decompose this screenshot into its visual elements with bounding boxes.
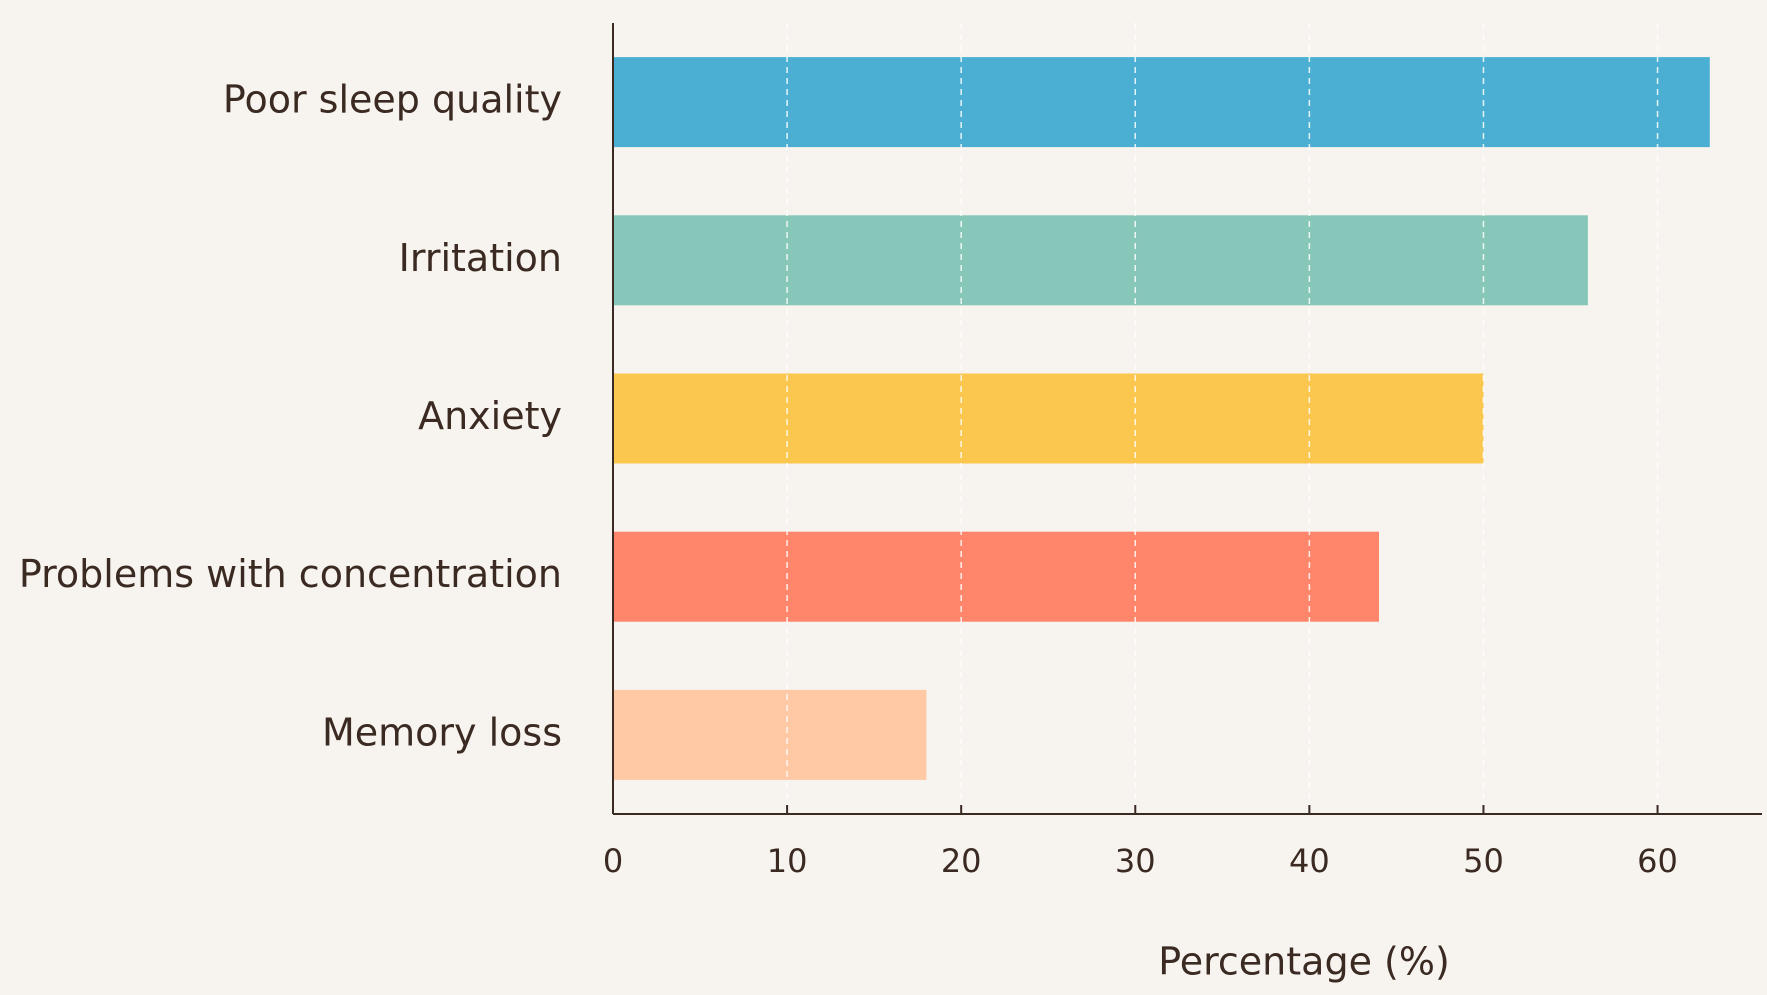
x-tick-label: 40: [1289, 842, 1330, 880]
y-tick-label: Poor sleep quality: [223, 78, 562, 122]
y-tick-label: Irritation: [399, 236, 562, 280]
x-axis-title: Percentage (%): [1158, 940, 1450, 984]
bar: [613, 531, 1379, 622]
y-tick-label: Anxiety: [418, 394, 562, 438]
x-tick-label: 50: [1463, 842, 1504, 880]
bar: [613, 689, 927, 780]
y-tick-label: Memory loss: [322, 710, 562, 754]
x-tick-label: 30: [1115, 842, 1156, 880]
bar: [613, 373, 1484, 464]
y-tick-label: Problems with concentration: [19, 552, 562, 596]
x-tick-label: 10: [767, 842, 808, 880]
bar: [613, 57, 1710, 148]
bar: [613, 215, 1588, 306]
x-tick-label: 0: [603, 842, 623, 880]
x-tick-label: 20: [941, 842, 982, 880]
x-tick-label: 60: [1637, 842, 1678, 880]
